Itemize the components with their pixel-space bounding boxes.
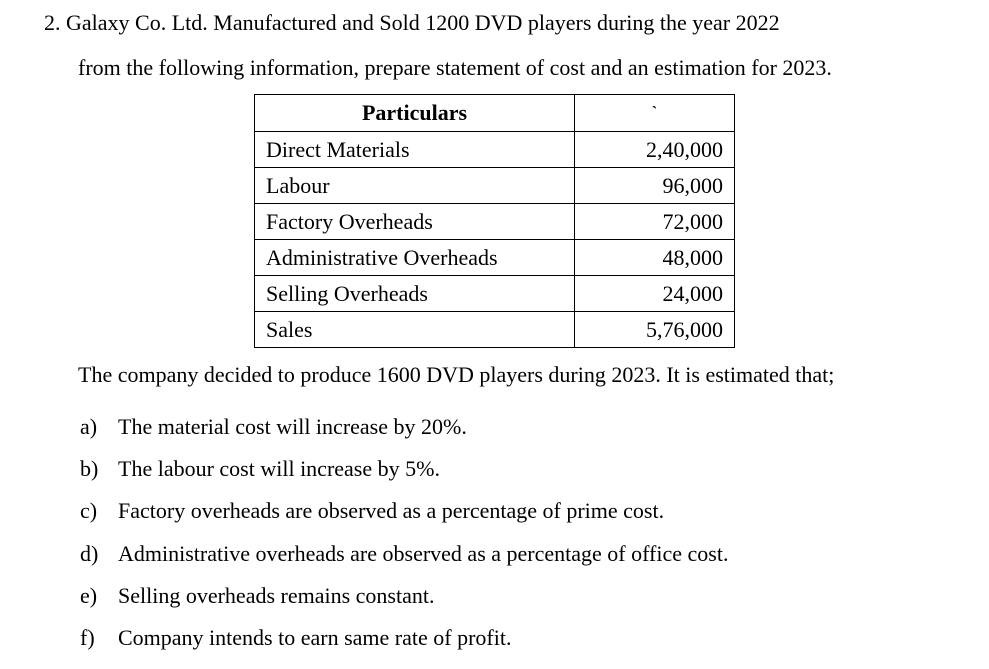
question-line-1: 2. Galaxy Co. Ltd. Manufactured and Sold… (44, 10, 780, 35)
conditions-list: a) The material cost will increase by 20%… (80, 416, 728, 669)
table-row: Selling Overheads 24,000 (254, 275, 735, 312)
row-label: Labour (254, 167, 575, 204)
row-value: 48,000 (574, 239, 735, 276)
list-marker: a) (80, 414, 98, 439)
list-item-text: Factory overheads are observed as a perc… (118, 498, 665, 524)
list-item-text: Administrative overheads are observed as… (118, 540, 729, 566)
statement-text: The company decided to produce 1600 DVD … (78, 362, 835, 387)
question-line-2: from the following information, prepare … (78, 55, 832, 80)
row-value: 24,000 (574, 275, 735, 312)
row-value: 72,000 (574, 203, 735, 240)
list-item: e) Selling overheads remains constant. (80, 582, 728, 627)
list-item: b) The labour cost will increase by 5%. (80, 458, 728, 500)
table-row: Sales 5,76,000 (254, 311, 735, 348)
cost-table: Particulars ` Direct Materials 2,40,000 … (254, 94, 735, 348)
row-label: Direct Materials (254, 131, 575, 168)
row-label: Sales (254, 311, 575, 348)
list-item: a) The material cost will increase by 20%… (80, 416, 728, 458)
row-value: 2,40,000 (574, 131, 735, 168)
header-amount-rupee-symbol: ` (574, 94, 735, 132)
list-marker: b) (80, 456, 99, 482)
list-item: c) Factory overheads are observed as a pe… (80, 500, 728, 542)
list-marker: d) (80, 540, 99, 566)
list-marker: c) (80, 498, 98, 524)
header-particulars: Particulars (254, 94, 575, 132)
row-label: Selling Overheads (254, 275, 575, 312)
list-item-text: The labour cost will increase by 5%. (118, 456, 440, 482)
table-row: Labour 96,000 (254, 167, 735, 204)
table-header-row: Particulars ` (254, 94, 735, 132)
row-label: Factory Overheads (254, 203, 575, 240)
table-row: Direct Materials 2,40,000 (254, 131, 735, 168)
table-row: Factory Overheads 72,000 (254, 203, 735, 240)
row-value: 96,000 (574, 167, 735, 204)
list-item-text: Company intends to earn same rate of pro… (118, 624, 512, 650)
list-marker: f) (80, 624, 95, 650)
row-value: 5,76,000 (574, 311, 735, 348)
list-item-text: The material cost will increase by 20%. (118, 414, 467, 439)
list-item-text: Selling overheads remains constant. (118, 582, 435, 608)
table-row: Administrative Overheads 48,000 (254, 239, 735, 276)
list-item: f) Company intends to earn same rate of p… (80, 624, 728, 669)
list-item: d) Administrative overheads are observed … (80, 540, 729, 585)
row-label: Administrative Overheads (254, 239, 575, 276)
list-marker: e) (80, 582, 98, 608)
